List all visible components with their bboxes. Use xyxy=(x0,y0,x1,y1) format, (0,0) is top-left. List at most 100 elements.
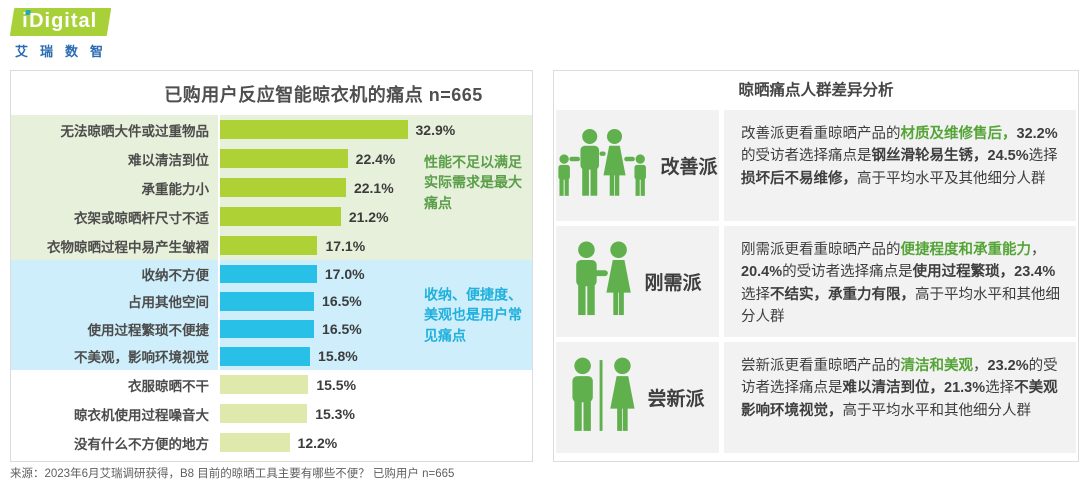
persona-description: 改善派更看重晾晒产品的材质及维修售后，32.2% 的受访者选择痛点是钢丝滑轮易生锈… xyxy=(724,110,1076,221)
male-female-divider-icon xyxy=(570,357,636,438)
persona-description: 尝新派更看重晾晒产品的清洁和美观，23.2%的受访者选择痛点是难以清洁到位，21… xyxy=(724,342,1076,453)
text-segment: 20.4% xyxy=(741,264,783,281)
section-annotation: 性能不足以满足实际需求是最大痛点 xyxy=(424,154,522,211)
persona-analysis-panel: 晾晒痛点人群差异分析 改善派 改善派更看重晾晒产品的材质及维修售后，32.2% 的受… xyxy=(553,70,1079,462)
category-label: 使用过程繁琐不便捷 xyxy=(87,322,210,338)
pain-points-chart-panel: 已购用户反应智能晾衣机的痛点 n=665 无法晾晒大件或过重物品 32.9% 难以清… xyxy=(10,70,533,462)
value-label: 22.4% xyxy=(355,150,396,167)
chart-row: 没有什么不方便的地方 12.2% xyxy=(11,428,532,457)
text-segment: 21.3% xyxy=(944,380,986,397)
text-segment: 选择 xyxy=(741,286,770,303)
value-label: 15.8% xyxy=(318,348,358,365)
chart-row: 承重能力小 22.1% xyxy=(11,173,532,202)
persona-panel-title: 晾晒痛点人群差异分析 xyxy=(738,82,894,99)
persona-description: 刚需派更看重晾晒产品的便捷程度和承重能力， 20.4%的受访者选择痛点是使用过程繁… xyxy=(724,226,1076,337)
bar xyxy=(220,375,309,394)
logo-brand-text: Digital xyxy=(28,10,97,32)
persona-row: 刚需派 刚需派更看重晾晒产品的便捷程度和承重能力， 20.4%的受访者选择痛点是使用… xyxy=(556,226,1076,337)
bar-track: 15.5% xyxy=(218,370,532,399)
value-label: 17.1% xyxy=(325,237,366,254)
bar-track: 15.3% xyxy=(218,399,532,428)
persona-icon-block: 刚需派 xyxy=(556,226,719,337)
persona-label: 刚需派 xyxy=(644,273,702,294)
text-segment: 23.2% xyxy=(987,358,1029,374)
section-annotation: 收纳、便捷度、美观也是用户常见痛点 xyxy=(424,286,522,344)
category-label: 占用其他空间 xyxy=(128,295,209,311)
text-segment: 钢丝滑轮易生锈， xyxy=(871,148,988,165)
chart-title: 已购用户反应智能晾衣机的痛点 n=665 xyxy=(164,85,483,105)
value-label: 12.2% xyxy=(297,434,338,451)
text-segment: 难以清洁到位， xyxy=(842,380,945,397)
value-label: 32.9% xyxy=(415,121,456,138)
text-segment: 刚需派更看重晾晒产品的 xyxy=(741,242,901,258)
text-segment: 选择 xyxy=(1028,148,1058,165)
chart-row: 晾衣机使用过程噪音大 15.3% xyxy=(11,399,532,428)
bar-track: 21.2% xyxy=(218,202,532,231)
chart-row: 不美观，影响环境视觉 15.8% xyxy=(11,342,532,370)
logo-subtext: 艾瑞数智 xyxy=(15,44,116,59)
bar xyxy=(220,236,318,255)
bar xyxy=(220,433,290,452)
value-label: 16.5% xyxy=(322,293,362,310)
bar xyxy=(220,149,348,168)
text-segment: 高于平均水平和其他细分人群 xyxy=(842,402,1032,419)
bar-track: 16.5% xyxy=(218,287,532,315)
text-segment: 材质及维修售后， xyxy=(900,126,1017,142)
persona-label: 尝新派 xyxy=(647,389,705,410)
chart-row: 衣物晾晒过程中易产生皱褶 17.1% xyxy=(11,231,532,260)
chart-row: 难以清洁到位 22.4% xyxy=(11,144,532,173)
chart-row: 无法晾晒大件或过重物品 32.9% xyxy=(11,115,532,144)
chart-row: 衣架或晾晒杆尺寸不适 21.2% xyxy=(11,202,532,231)
category-label: 衣架或晾晒杆尺寸不适 xyxy=(74,210,209,226)
value-label: 15.5% xyxy=(316,376,357,393)
category-label: 无法晾晒大件或过重物品 xyxy=(60,123,210,139)
category-label: 衣服晾晒不干 xyxy=(128,378,209,394)
family-icon xyxy=(557,127,649,204)
text-segment: 使用过程繁琐， xyxy=(912,264,1015,281)
bar-track: 22.1% xyxy=(218,173,532,202)
bar xyxy=(220,178,346,197)
persona-row: 改善派 改善派更看重晾晒产品的材质及维修售后，32.2% 的受访者选择痛点是钢丝滑轮… xyxy=(556,110,1076,221)
source-note: 来源：2023年6月艾瑞调研获得，B8 目前的晾晒工具主要有哪些不便？ 已购用户… xyxy=(10,468,455,480)
couple-icon xyxy=(573,241,633,322)
text-segment: 不美观影响环境视觉， xyxy=(741,380,1058,419)
value-label: 15.3% xyxy=(315,405,355,422)
chart-row: 收纳不方便 17.0% xyxy=(11,260,532,288)
chart-row: 使用过程繁琐不便捷 16.5% xyxy=(11,315,532,343)
bar-track: 17.0% xyxy=(218,260,532,288)
iresearch-logo: iDigital 艾瑞数智 xyxy=(9,8,116,60)
text-segment: 23.4% xyxy=(1014,264,1056,281)
value-label: 21.2% xyxy=(348,208,389,225)
persona-label: 改善派 xyxy=(660,157,718,178)
text-segment: 尝新派更看重晾晒产品的 xyxy=(741,358,901,374)
bar-track: 32.9% xyxy=(218,115,532,144)
text-segment: 清洁和美观 xyxy=(900,358,974,374)
bar xyxy=(220,319,315,338)
persona-icon-block: 尝新派 xyxy=(556,342,719,453)
text-segment: 的受访者选择痛点是 xyxy=(741,358,1058,397)
pain-points-bar-chart: 无法晾晒大件或过重物品 32.9% 难以清洁到位 22.4% 承重能力小 22.1% 衣架或… xyxy=(11,115,532,457)
category-label: 承重能力小 xyxy=(141,181,210,197)
persona-row: 尝新派 尝新派更看重晾晒产品的清洁和美观，23.2%的受访者选择痛点是难以清洁到位… xyxy=(556,342,1076,453)
category-label: 难以清洁到位 xyxy=(128,152,209,168)
value-label: 22.1% xyxy=(353,179,394,196)
chart-section-performance: 无法晾晒大件或过重物品 32.9% 难以清洁到位 22.4% 承重能力小 22.1% 衣架或… xyxy=(11,115,532,260)
text-segment: 高于平均水平及其他细分人群 xyxy=(857,170,1046,187)
bar-track: 15.8% xyxy=(218,342,532,370)
category-label: 没有什么不方便的地方 xyxy=(74,436,209,452)
bar xyxy=(220,264,317,283)
value-label: 17.0% xyxy=(324,265,365,282)
category-label: 晾衣机使用过程噪音大 xyxy=(74,407,209,423)
bar-track: 16.5% xyxy=(218,315,532,343)
value-label: 16.5% xyxy=(322,320,362,337)
bar-track: 17.1% xyxy=(218,231,532,260)
text-segment: 的受访者选择痛点是 xyxy=(741,148,872,165)
text-segment: 便捷程度和承重能力 xyxy=(900,242,1032,258)
text-segment: 选择 xyxy=(985,380,1015,397)
text-segment: 损坏后不易维修， xyxy=(741,170,857,187)
text-segment: 24.5% xyxy=(987,148,1029,165)
chart-section-convenience: 收纳不方便 17.0% 占用其他空间 16.5% 使用过程繁琐不便捷 16.5% 不美观，影… xyxy=(11,260,532,370)
chart-row: 衣服晾晒不干 15.5% xyxy=(11,370,532,399)
persona-groups: 改善派 改善派更看重晾晒产品的材质及维修售后，32.2%的受访者选择痛点是钢丝滑轮… xyxy=(554,110,1078,453)
bar xyxy=(220,120,408,139)
